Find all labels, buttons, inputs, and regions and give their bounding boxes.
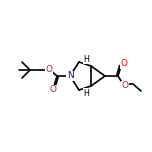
Text: O: O <box>121 59 128 69</box>
Text: H: H <box>83 55 89 64</box>
Text: H: H <box>83 88 89 97</box>
Text: N: N <box>67 71 73 81</box>
Text: O: O <box>121 81 128 90</box>
Text: O: O <box>50 85 57 95</box>
Text: O: O <box>45 64 52 74</box>
